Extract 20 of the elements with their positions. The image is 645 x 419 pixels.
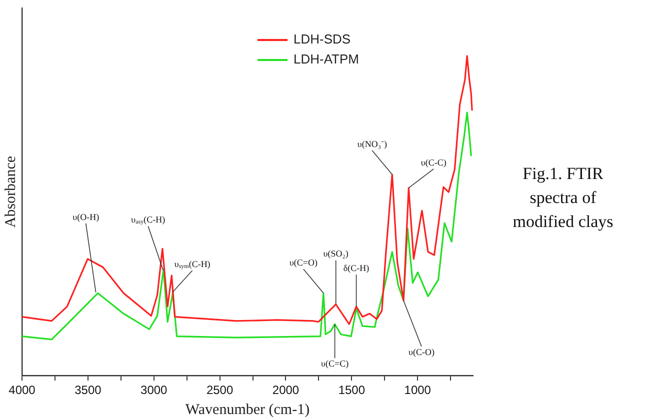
x-tick-label: 3500 <box>74 383 102 398</box>
legend-label: LDH-SDS <box>294 32 351 47</box>
x-tick-label: 4000 <box>8 383 36 398</box>
x-tick-label: 3000 <box>140 383 168 398</box>
caption: Fig.1. FTIR spectra of modified clays <box>512 163 614 233</box>
x-tick-label: 1000 <box>404 383 432 398</box>
y-axis-title: Absorbance <box>2 156 19 228</box>
x-tick-label: 2500 <box>206 383 234 398</box>
annotation: υ(O-H) <box>72 212 100 222</box>
x-tick-label: 1500 <box>338 383 366 398</box>
x-axis-title: Wavenumber (cm-1) <box>185 402 310 418</box>
annotation: υ(C-C) <box>420 157 446 168</box>
annotation: υ(C-O) <box>408 346 434 357</box>
annotation: υ(C=O) <box>289 257 318 268</box>
x-tick-label: 2000 <box>272 383 300 398</box>
annotation: υ(NO₃⁻) <box>357 138 387 149</box>
annotation: υ(SO₂) <box>323 248 348 259</box>
annotation: δ(C-H) <box>343 262 370 273</box>
legend-label: LDH-ATPM <box>294 52 359 67</box>
annotation: υ(C=C) <box>321 358 349 368</box>
